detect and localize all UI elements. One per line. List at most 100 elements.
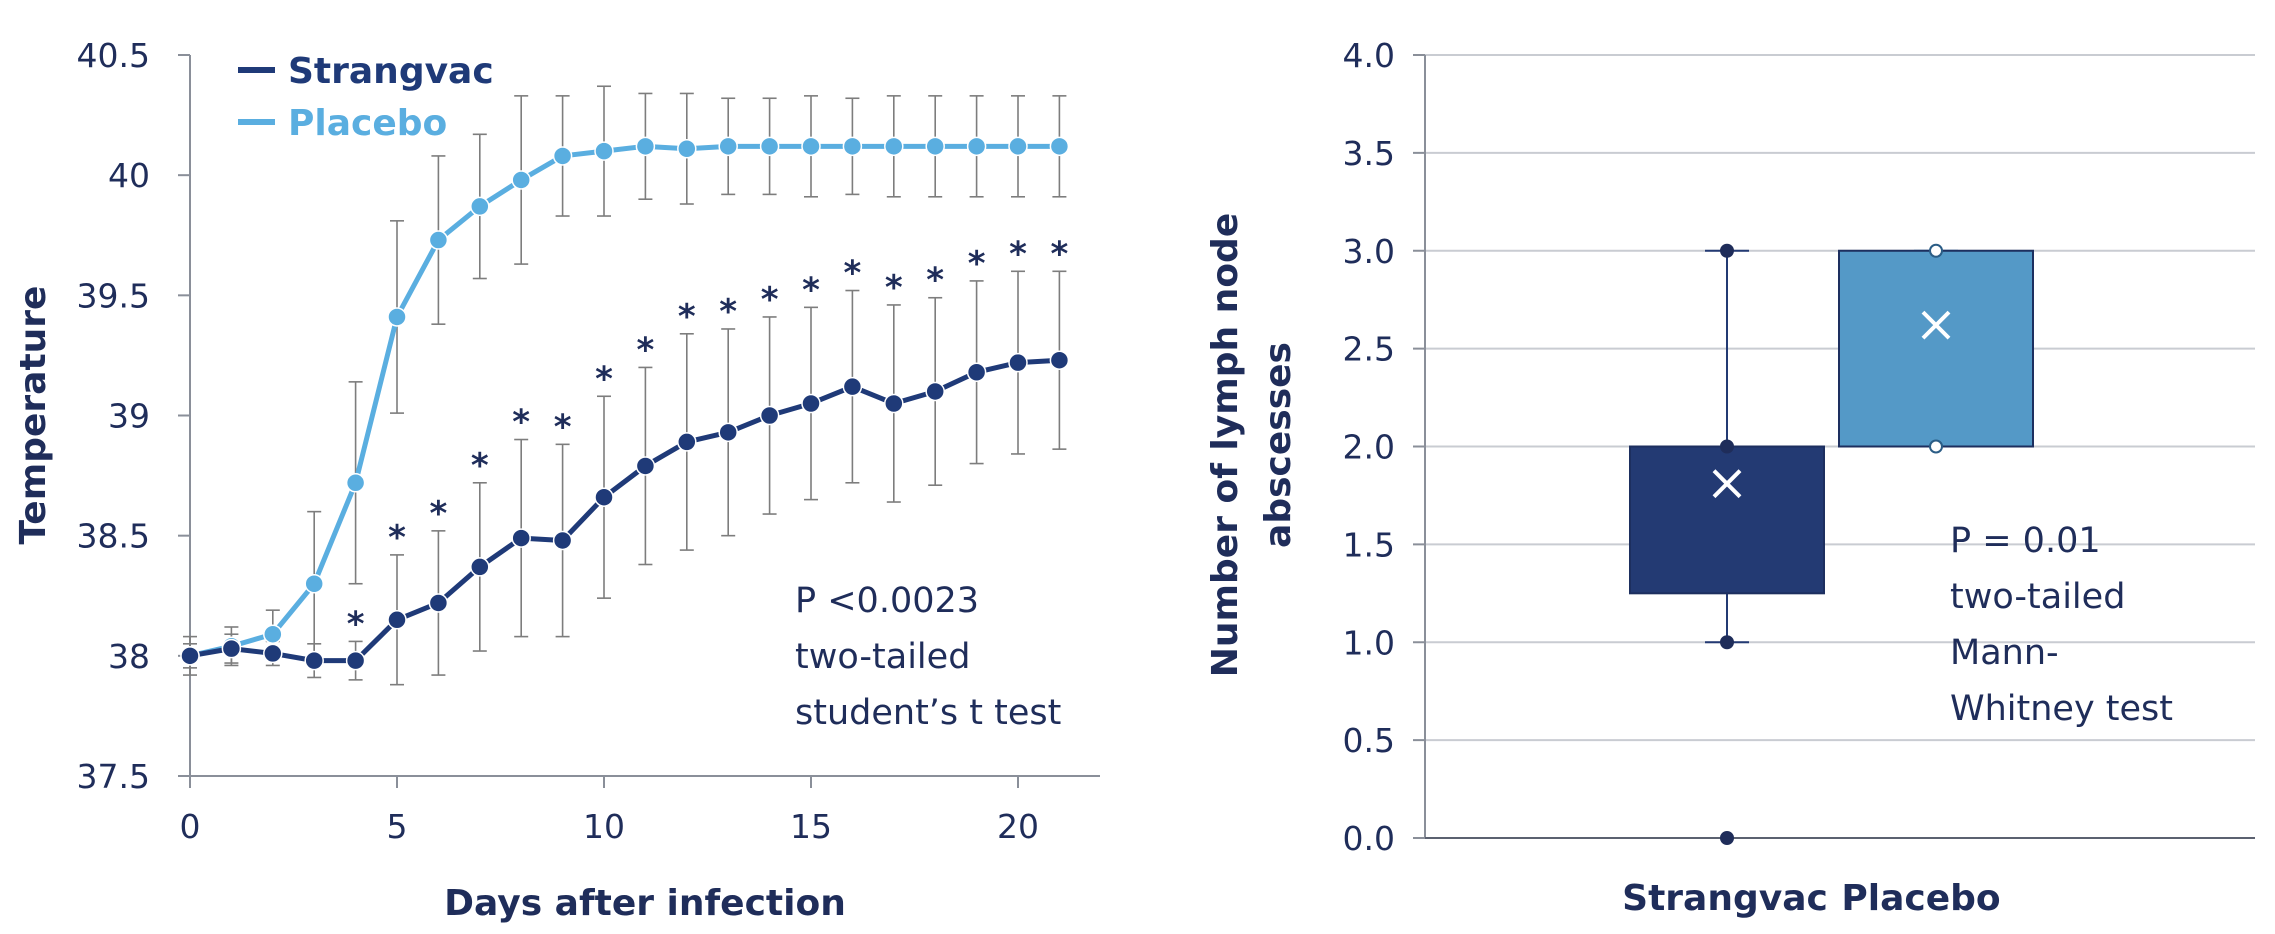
data-point-placebo (1008, 136, 1028, 157)
significance-star: * (926, 261, 944, 301)
right-annotation-line-1: P = 0.01 (1950, 521, 2101, 561)
data-point-strangvac (345, 650, 366, 671)
left-y-tick-label: 40.5 (77, 36, 150, 75)
data-point-placebo (635, 136, 656, 157)
left-annotation-line-1: P <0.0023 (795, 581, 979, 621)
significance-star: * (512, 403, 530, 443)
mean-marker (1712, 469, 1742, 499)
legend-label-strangvac: Strangvac (288, 51, 494, 92)
right-annotation-line-4: Whitney test (1950, 689, 2173, 729)
data-point-strangvac (1049, 350, 1070, 370)
right-y-tick-label: 2.0 (1343, 428, 1395, 467)
data-point-strangvac (1008, 352, 1028, 373)
data-point-placebo (1049, 136, 1070, 157)
left-x-tick-label: 10 (583, 807, 625, 846)
data-point-strangvac (925, 381, 945, 402)
left-y-tick-label: 38 (108, 637, 150, 676)
significance-star: * (968, 244, 986, 284)
right-annotation: P = 0.01 two-tailed Mann- Whitney test (1950, 521, 2173, 729)
left-annotation: P <0.0023 two-tailed student’s t test (795, 581, 1061, 733)
data-point-placebo (304, 573, 324, 594)
box-data-point (1929, 439, 1943, 454)
left-y-axis-title: Temperature (13, 286, 54, 545)
right-y-tick-label: 0.0 (1343, 819, 1395, 858)
box-strangvac (1629, 243, 1825, 845)
data-point-strangvac (552, 530, 573, 551)
temperature-line-chart: 37.5 38 38.5 39 39.5 40 40.5 0 5 10 15 20 * * * * * * * *… (13, 36, 1100, 924)
data-point-placebo (677, 138, 697, 159)
boxes (1629, 243, 2034, 845)
right-y-tick-label: 2.5 (1343, 330, 1395, 369)
data-point-strangvac (801, 393, 821, 414)
data-point-placebo (594, 141, 614, 161)
category-label-placebo: Placebo (1841, 878, 2000, 919)
right-y-tick-label: 3.0 (1343, 232, 1395, 271)
significance-star: * (554, 407, 572, 447)
significance-star: * (761, 280, 779, 320)
box-data-point (1720, 831, 1734, 845)
box-data-point (1720, 635, 1734, 650)
data-point-placebo (842, 136, 863, 157)
data-point-placebo (925, 136, 945, 157)
significance-star: * (678, 297, 696, 337)
box-body (1838, 249, 2034, 448)
left-y-tick-label: 37.5 (77, 757, 150, 796)
data-point-placebo (966, 136, 987, 157)
data-point-strangvac (511, 528, 531, 548)
data-point-strangvac (966, 362, 987, 382)
left-y-tick-label: 40 (108, 156, 150, 195)
significance-markers: * * * * * * * * * * * * * * * * * * (347, 234, 1069, 644)
data-point-placebo (428, 230, 449, 250)
left-y-tick-labels: 37.5 38 38.5 39 39.5 40 40.5 (77, 36, 190, 796)
left-annotation-line-3: student’s t test (795, 693, 1061, 733)
left-x-axis-title: Days after infection (444, 883, 846, 924)
series-points (180, 136, 1070, 671)
data-point-placebo (345, 473, 366, 493)
category-label-strangvac: Strangvac (1622, 878, 1828, 919)
right-y-tick-label: 1.5 (1343, 525, 1395, 564)
right-y-tick-label: 4.0 (1343, 36, 1395, 75)
right-y-tick-labels: 0.0 0.5 1.0 1.5 2.0 2.5 3.0 3.5 4.0 (1343, 36, 1425, 858)
left-x-tick-label: 15 (790, 807, 832, 846)
data-point-strangvac (221, 638, 242, 659)
right-y-axis-title-line-2: abscesses (1258, 342, 1299, 548)
significance-star: * (595, 359, 613, 399)
data-point-strangvac (180, 646, 200, 666)
data-point-strangvac (635, 456, 656, 476)
box-data-point (1720, 439, 1734, 454)
legend: Strangvac Placebo (238, 51, 494, 144)
box-data-point (1929, 243, 1943, 258)
significance-star: * (719, 292, 737, 332)
left-y-tick-label: 39.5 (77, 276, 150, 315)
abscess-box-plot: 0.0 0.5 1.0 1.5 2.0 2.5 3.0 3.5 4.0 Number of ly… (1205, 36, 2255, 919)
left-x-tick-label: 0 (180, 807, 201, 846)
legend-label-placebo: Placebo (288, 103, 447, 144)
right-annotation-line-3: Mann- (1950, 633, 2059, 673)
box-body (1629, 445, 1825, 595)
data-point-placebo (263, 624, 283, 644)
significance-star: * (844, 254, 862, 294)
data-point-strangvac (263, 643, 283, 664)
left-x-tick-labels: 0 5 10 15 20 (180, 776, 1039, 846)
right-gridlines (1425, 54, 2255, 742)
left-y-tick-label: 39 (108, 397, 150, 436)
significance-star: * (637, 330, 655, 370)
box-placebo (1838, 243, 2034, 454)
right-y-tick-label: 1.0 (1343, 623, 1395, 662)
significance-star: * (430, 494, 448, 534)
left-annotation-line-2: two-tailed (795, 637, 970, 677)
left-x-tick-label: 5 (387, 807, 408, 846)
data-point-placebo (552, 146, 573, 166)
left-y-tick-label: 38.5 (77, 517, 150, 556)
left-x-tick-label: 20 (997, 807, 1039, 846)
data-point-placebo (759, 136, 780, 157)
data-point-strangvac (884, 393, 904, 414)
data-point-strangvac (470, 557, 490, 577)
data-point-strangvac (759, 405, 780, 426)
significance-star: * (802, 270, 820, 310)
significance-star: * (471, 446, 489, 486)
significance-star: * (885, 268, 903, 308)
box-data-point (1720, 243, 1734, 258)
series-line-strangvac (189, 357, 1060, 664)
